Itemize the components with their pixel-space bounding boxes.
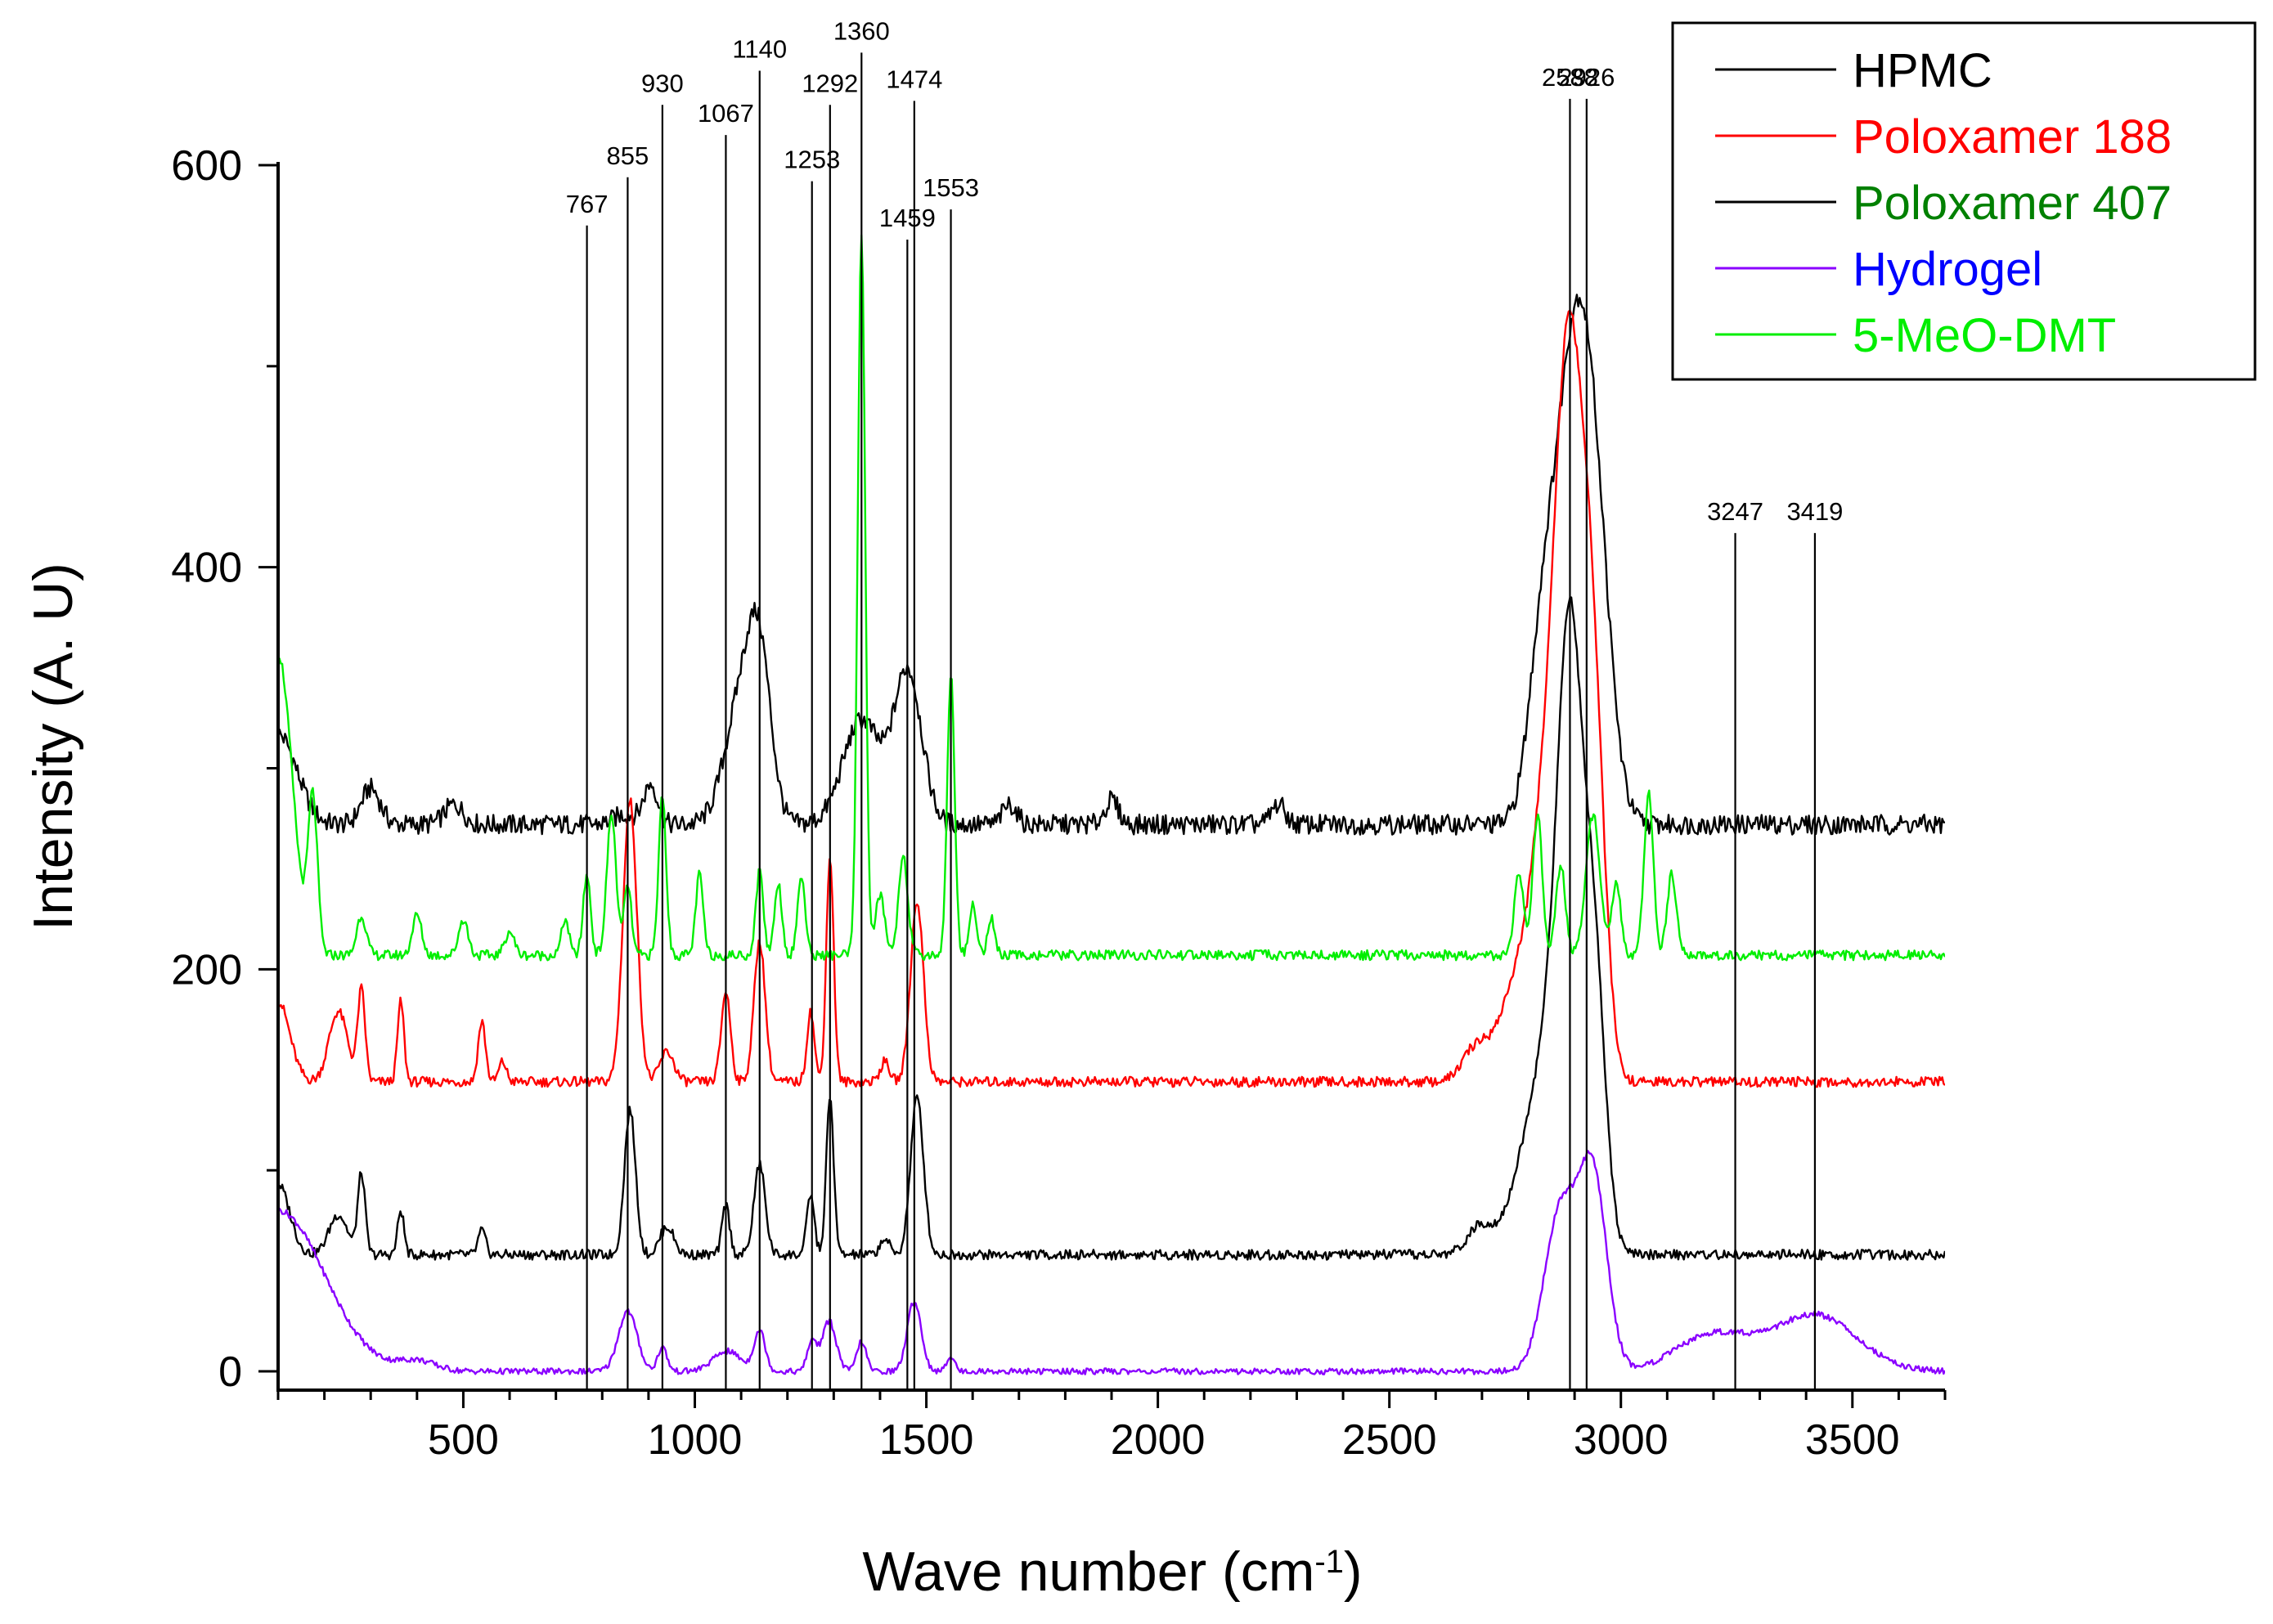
x-tick-label-2500: 2500 [1342, 1416, 1437, 1464]
series-line-poloxamer-188 [278, 309, 1945, 1088]
legend-label: HPMC [1853, 44, 1992, 97]
x-tick-label-2000: 2000 [1111, 1416, 1206, 1464]
y-axis-title: Intensity (A. U) [22, 563, 84, 931]
legend-label: Poloxamer 188 [1853, 110, 2172, 164]
x-tick-label-3000: 3000 [1574, 1416, 1669, 1464]
peak-label-2926: 2926 [1558, 63, 1615, 92]
peak-label-1067: 1067 [698, 99, 754, 128]
peak-label-767: 767 [566, 190, 609, 218]
series-line-poloxamer-407 [278, 596, 1945, 1261]
series-line-hpmc [278, 294, 1945, 836]
axes: 500 1000 1500 2000 2500 3000 3500 0 200 400 600 [171, 142, 1947, 1464]
x-tick-label-500: 500 [428, 1416, 499, 1464]
peak-reference-lines: 767 855 930 1067 1140 1253 1292 1360 1459 1474 155… [566, 16, 1843, 1392]
peak-label-1140: 1140 [732, 34, 787, 63]
x-axis-title: Wave number (cm-1) [862, 1541, 1362, 1603]
peak-label-1292: 1292 [802, 69, 858, 97]
legend-label: 5-MeO-DMT [1853, 309, 2116, 362]
peak-label-1459: 1459 [879, 204, 936, 232]
plot-area [278, 234, 1945, 1375]
legend: HPMC Poloxamer 188 Poloxamer 407 Hydrogel 5-… [1671, 21, 2257, 381]
peak-label-3247: 3247 [1707, 497, 1763, 526]
series-line-5-meo-dmt [278, 234, 1945, 962]
y-tick-label-0: 0 [218, 1348, 242, 1396]
legend-label: Hydrogel [1853, 243, 2042, 296]
peak-label-1474: 1474 [886, 65, 942, 93]
peak-label-855: 855 [607, 141, 649, 170]
peak-label-1553: 1553 [923, 173, 979, 202]
x-tick-label-1000: 1000 [648, 1416, 743, 1464]
peak-label-930: 930 [641, 69, 684, 97]
legend-label: Poloxamer 407 [1853, 177, 2172, 230]
peak-label-1253: 1253 [784, 146, 840, 174]
y-tick-label-600: 600 [171, 142, 242, 190]
peak-label-1360: 1360 [833, 16, 890, 45]
series-line-hydrogel [278, 1150, 1945, 1375]
y-tick-label-200: 200 [171, 946, 242, 994]
x-tick-label-3500: 3500 [1805, 1416, 1900, 1464]
peak-label-2588: 2588 [1542, 63, 1598, 92]
x-tick-label-1500: 1500 [879, 1416, 974, 1464]
y-tick-label-400: 400 [171, 545, 242, 592]
peak-label-3419: 3419 [1786, 497, 1843, 526]
